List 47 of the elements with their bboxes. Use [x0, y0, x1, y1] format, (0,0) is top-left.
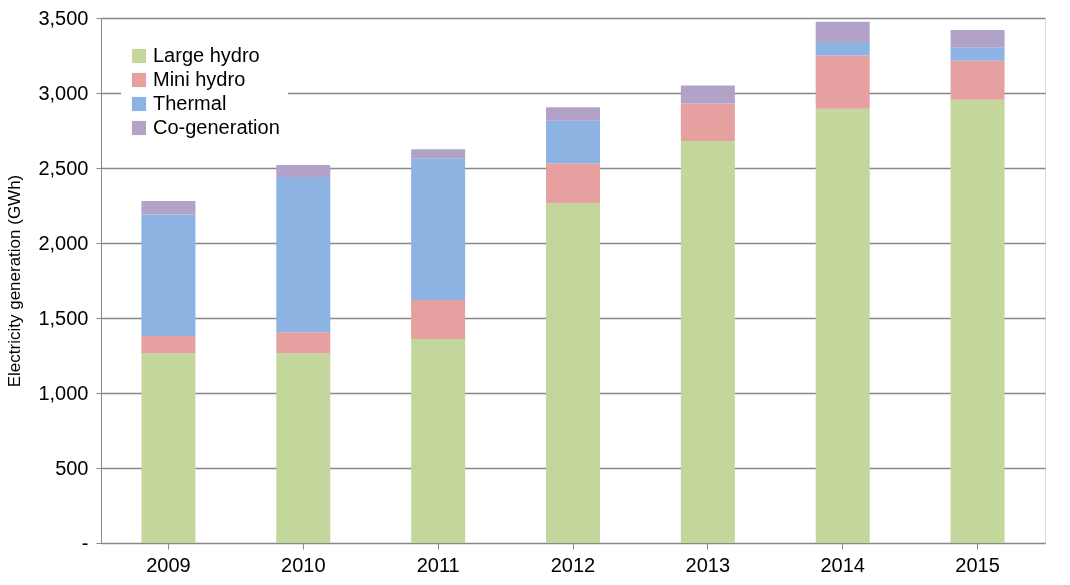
legend-label: Large hydro — [153, 44, 260, 66]
bar — [141, 201, 196, 215]
bar — [546, 120, 600, 164]
y-tick-label: 500 — [55, 456, 89, 479]
x-tick-label: 2015 — [955, 553, 1000, 576]
bar — [411, 149, 466, 159]
bar — [276, 165, 331, 177]
y-axis-title: Electricity generation (GWh) — [5, 174, 25, 388]
bar — [141, 353, 196, 543]
x-tick-label: 2010 — [281, 553, 326, 576]
y-tick-label: 3,000 — [38, 81, 89, 104]
bar — [276, 353, 331, 543]
bar — [680, 85, 735, 104]
bar — [950, 30, 1005, 48]
bar — [141, 214, 196, 336]
legend-label: Thermal — [153, 92, 227, 114]
bar — [141, 336, 196, 354]
bar — [546, 203, 600, 543]
bar — [815, 108, 870, 543]
bar — [815, 21, 870, 42]
y-tick-label: 2,500 — [38, 156, 89, 179]
x-tick-label: 2012 — [550, 553, 596, 576]
y-tick-label: 1,000 — [38, 381, 89, 404]
bar — [276, 177, 331, 333]
bar — [276, 332, 331, 354]
y-tick-label: - — [81, 531, 89, 554]
bar — [815, 42, 870, 56]
bar — [950, 99, 1005, 543]
bar — [680, 103, 735, 141]
bar — [950, 60, 1005, 100]
bar — [411, 300, 466, 339]
bar — [546, 163, 600, 204]
bar — [546, 107, 600, 121]
bar — [815, 55, 870, 109]
bar — [411, 158, 466, 300]
y-tick-label: 1,500 — [38, 306, 89, 329]
bar — [411, 339, 466, 543]
legend-label: Co-generation — [153, 116, 280, 138]
legend-label: Mini hydro — [153, 68, 246, 90]
x-tick-label: 2013 — [685, 553, 731, 576]
x-tick-label: 2009 — [146, 553, 191, 576]
y-tick-label: 3,500 — [38, 6, 89, 29]
x-tick-label: 2014 — [820, 553, 865, 576]
y-tick-label: 2,000 — [38, 231, 89, 254]
bar — [680, 141, 735, 543]
x-tick-label: 2011 — [416, 553, 460, 576]
bar — [950, 47, 1005, 61]
